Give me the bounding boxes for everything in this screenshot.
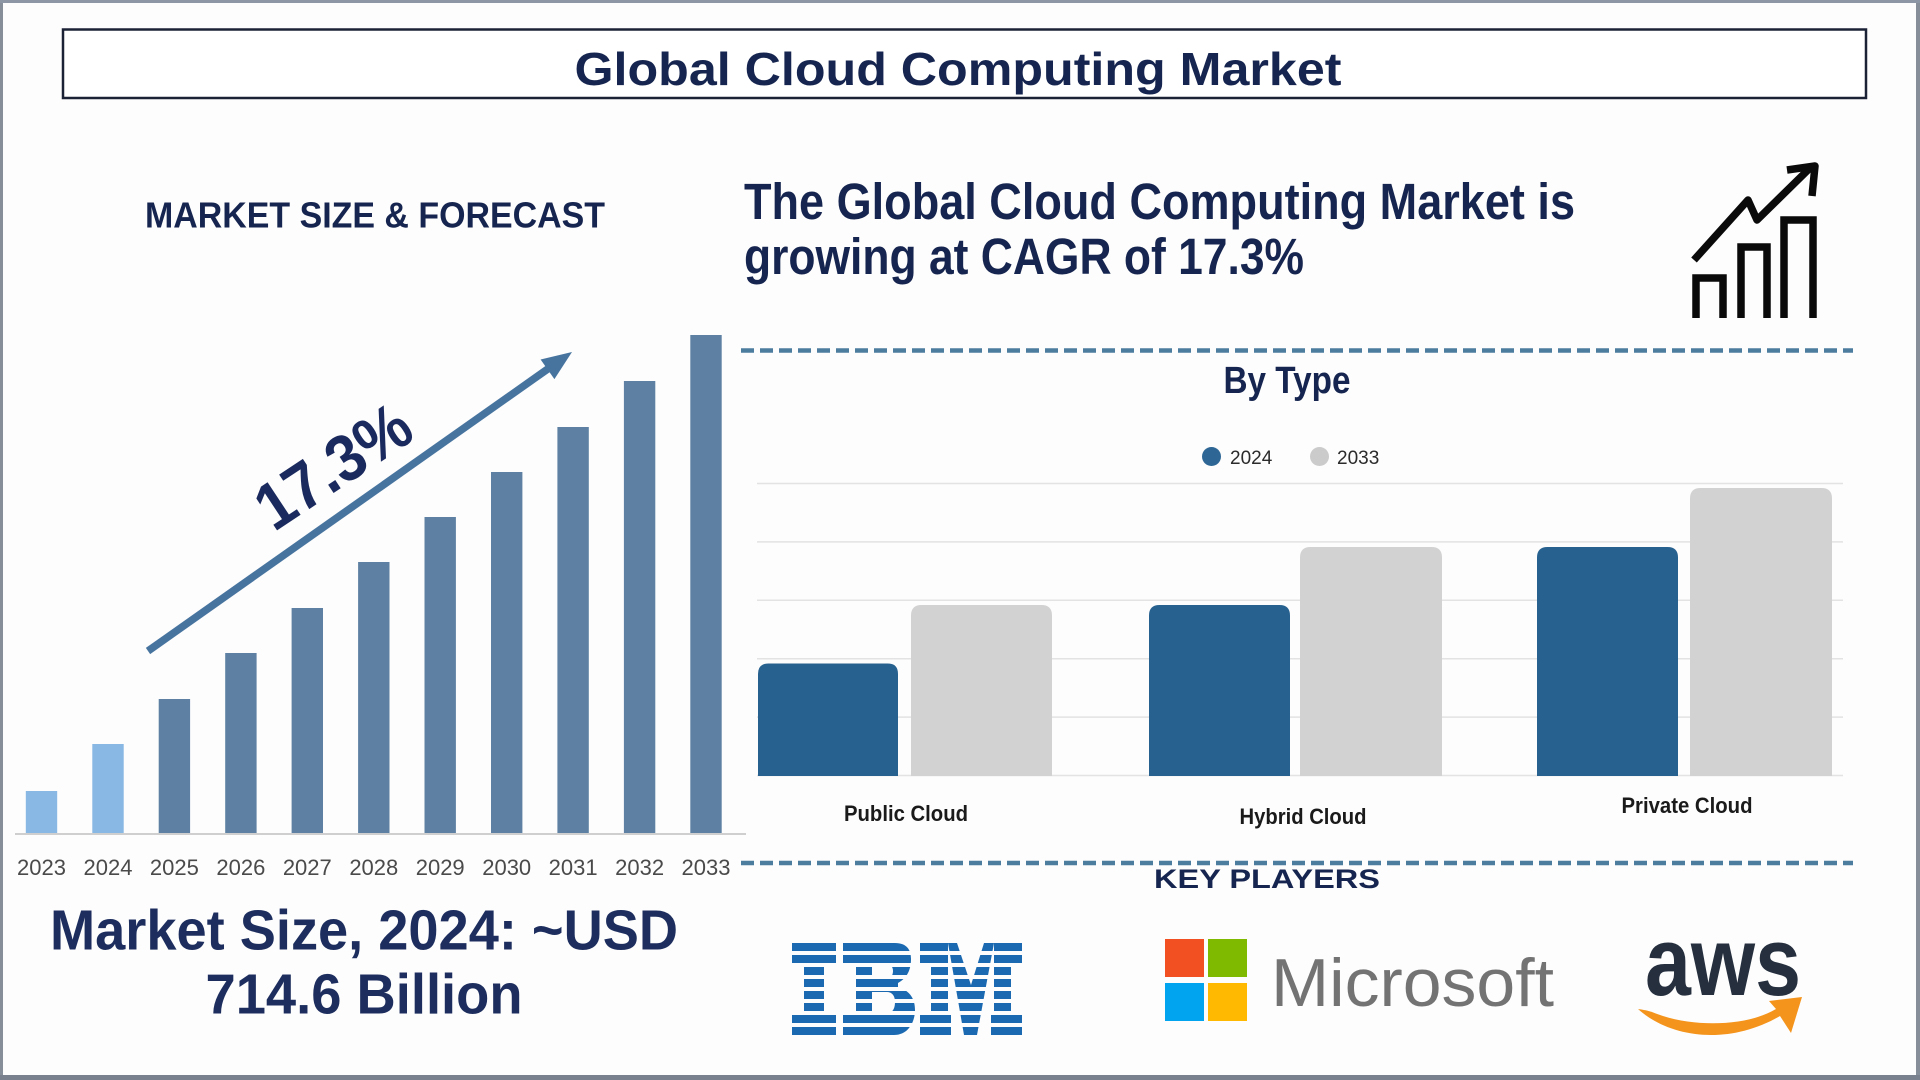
svg-text:aws: aws [1645,907,1801,1016]
svg-text:2033: 2033 [1337,448,1379,469]
svg-text:2028: 2028 [349,855,398,880]
svg-text:2027: 2027 [283,855,332,880]
svg-text:Public Cloud: Public Cloud [844,801,968,826]
svg-text:2029: 2029 [416,855,465,880]
svg-text:Market Size, 2024: ~USD: Market Size, 2024: ~USD [50,899,678,963]
svg-text:KEY PLAYERS: KEY PLAYERS [1154,864,1380,894]
svg-text:2025: 2025 [150,855,199,880]
svg-text:2031: 2031 [549,855,598,880]
svg-text:2033: 2033 [682,855,731,880]
svg-text:The Global Cloud Computing Mar: The Global Cloud Computing Market is [744,173,1575,230]
svg-text:Hybrid Cloud: Hybrid Cloud [1240,804,1367,829]
svg-text:2030: 2030 [482,855,531,880]
svg-text:Microsoft: Microsoft [1271,945,1554,1021]
svg-text:714.6 Billion: 714.6 Billion [206,963,523,1027]
svg-text:Private Cloud: Private Cloud [1622,793,1753,818]
svg-text:2026: 2026 [216,855,265,880]
svg-text:2032: 2032 [615,855,664,880]
svg-text:Global Cloud Computing Market: Global Cloud Computing Market [575,43,1342,95]
svg-text:By Type: By Type [1224,360,1351,402]
svg-text:2024: 2024 [84,855,133,880]
svg-text:MARKET SIZE & FORECAST: MARKET SIZE & FORECAST [145,195,605,236]
svg-text:2023: 2023 [17,855,66,880]
svg-text:2024: 2024 [1230,448,1273,469]
svg-text:growing at CAGR of 17.3%: growing at CAGR of 17.3% [744,228,1304,285]
